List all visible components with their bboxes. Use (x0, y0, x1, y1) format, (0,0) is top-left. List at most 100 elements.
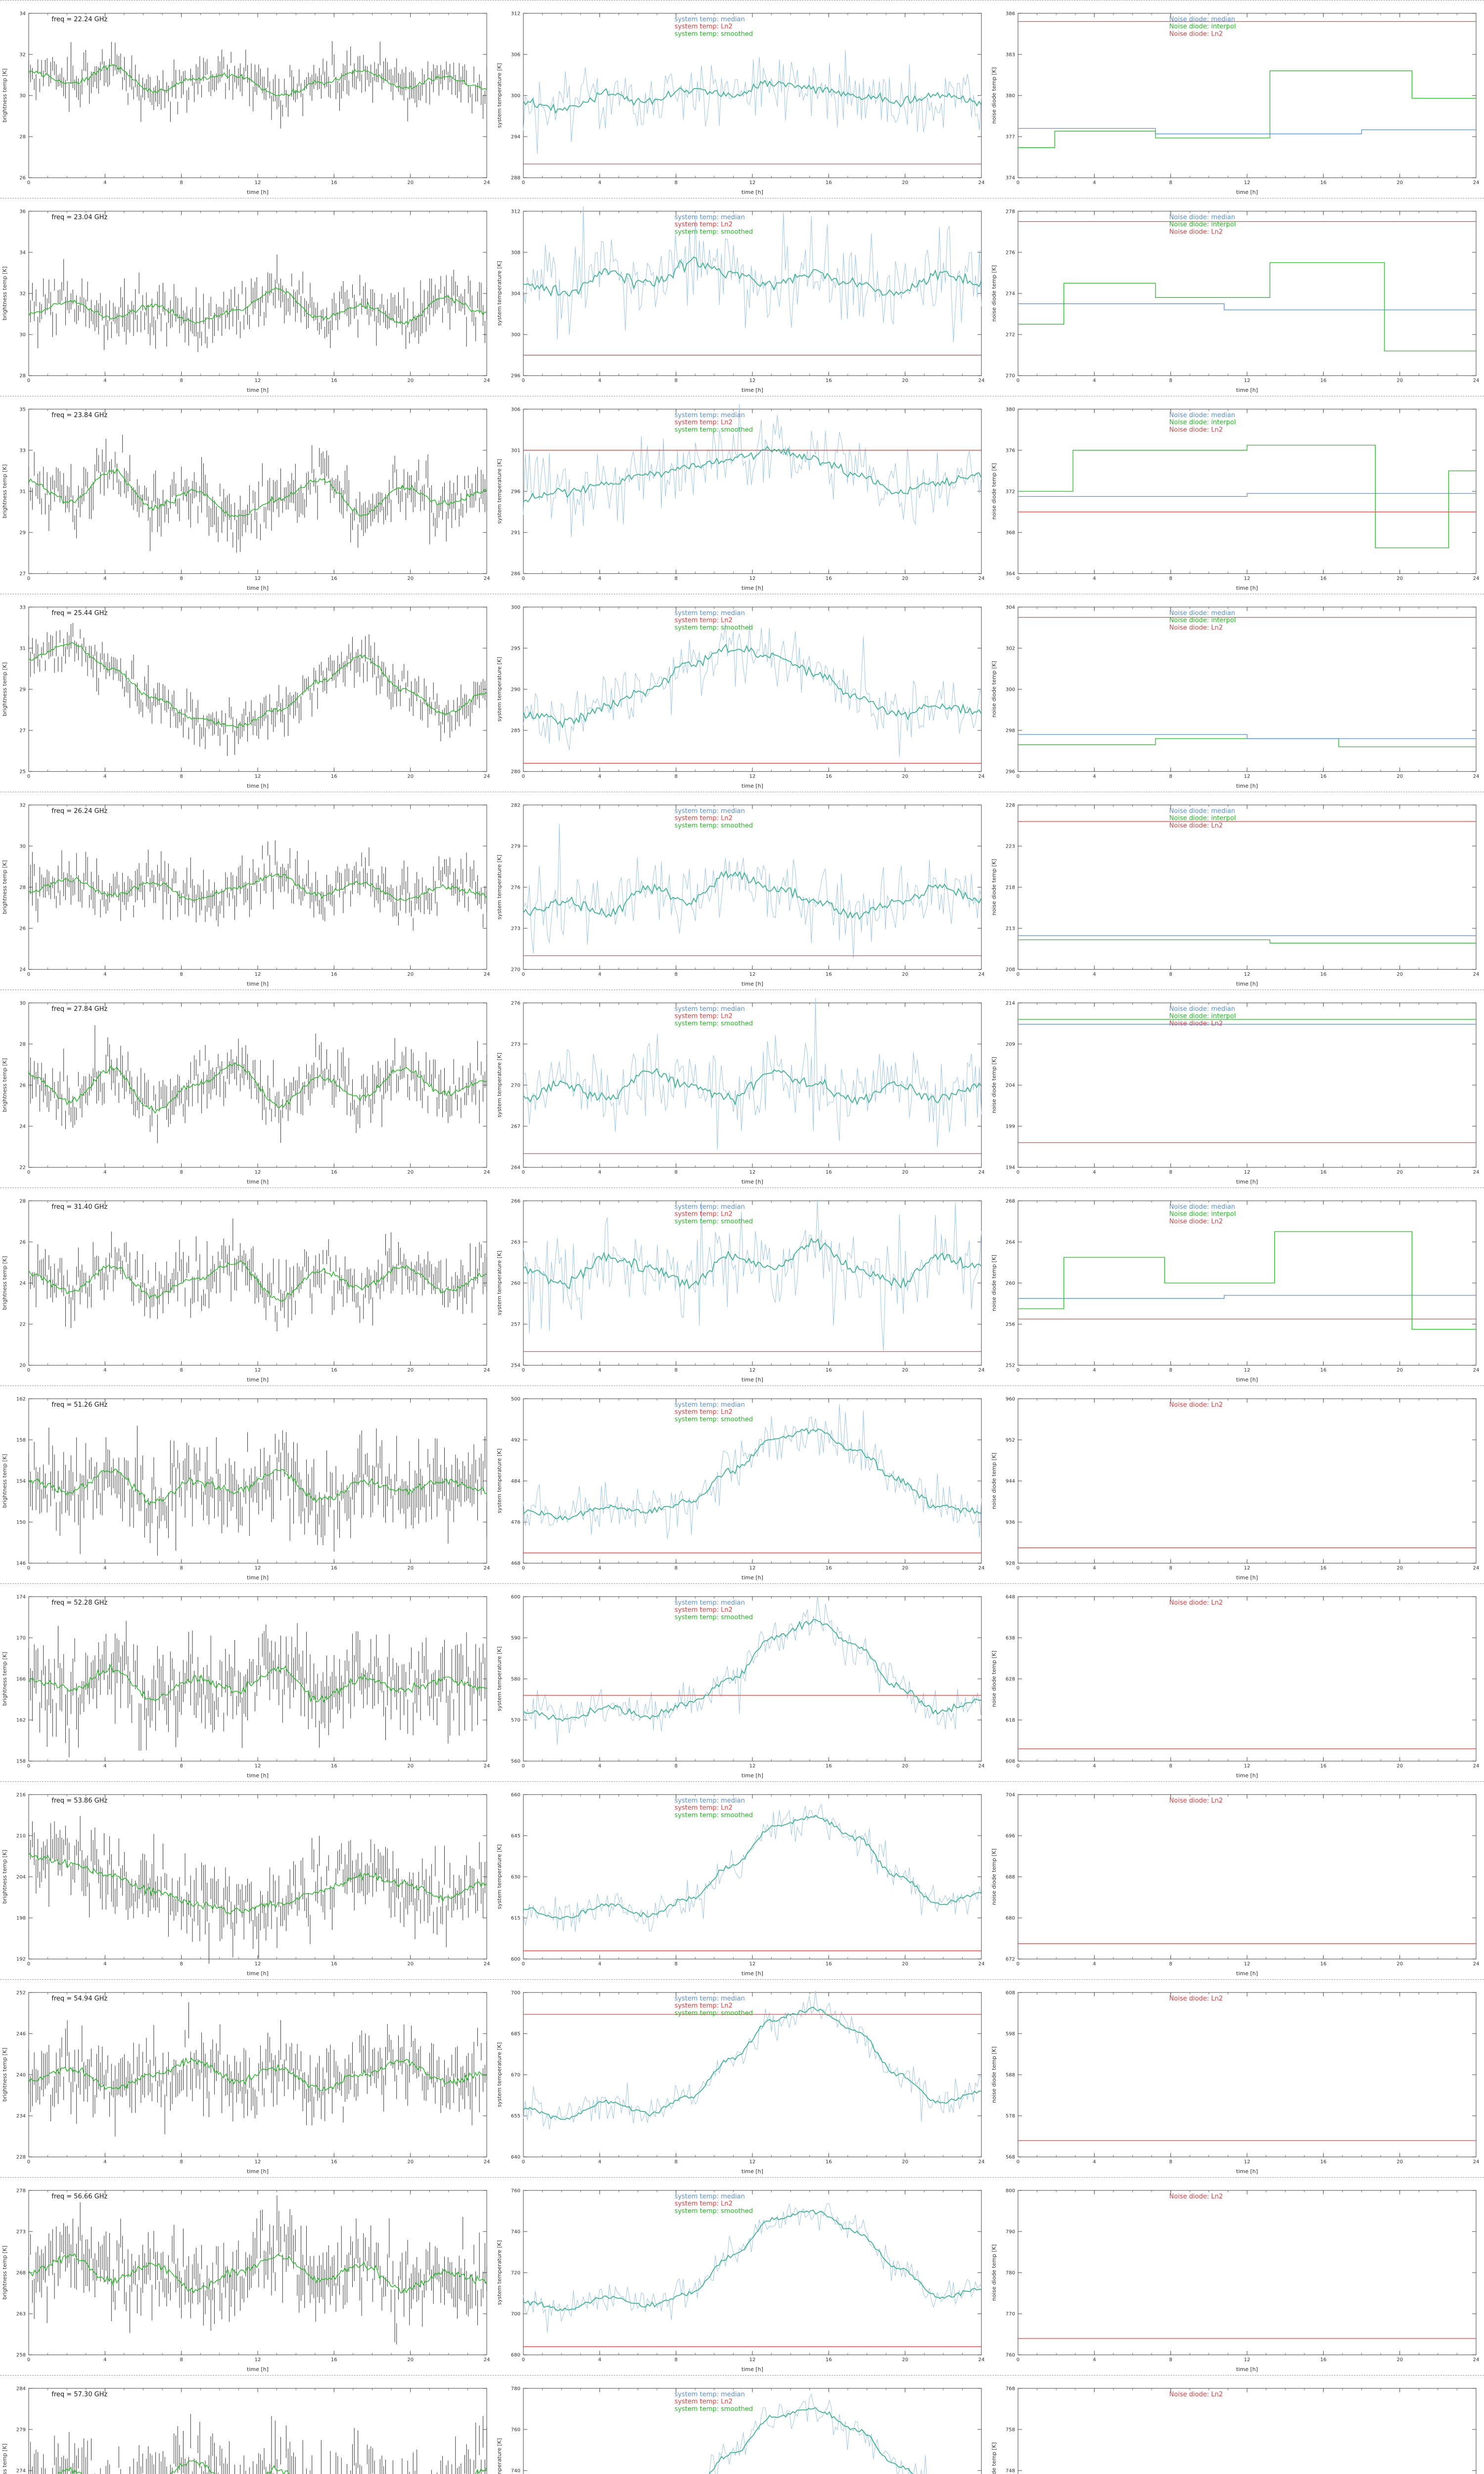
trace (523, 404, 982, 538)
svg-text:4: 4 (598, 1961, 601, 1967)
series (523, 998, 982, 1154)
series (523, 1991, 982, 2130)
svg-text:700: 700 (511, 1990, 520, 1996)
svg-text:298: 298 (1006, 728, 1015, 734)
trace (28, 1261, 487, 1302)
svg-text:645: 645 (511, 1833, 520, 1839)
svg-text:16: 16 (331, 2159, 337, 2165)
scatter-errorbars (28, 2414, 487, 2474)
svg-text:12: 12 (255, 1566, 261, 1571)
svg-text:noise diode temp [K]: noise diode temp [K] (991, 265, 997, 322)
svg-text:12: 12 (1244, 1961, 1251, 1967)
svg-text:16: 16 (826, 1566, 832, 1571)
svg-text:4: 4 (103, 1566, 106, 1571)
axes: 0 4 8 12 16 20 24 26 28 30 32 34 time [h] brightness … (1, 11, 490, 195)
svg-text:system temp: median: system temp: median (675, 1797, 745, 1805)
legend: Noise diode: Ln2 (1169, 2391, 1223, 2398)
svg-text:12: 12 (255, 180, 261, 186)
trace (523, 644, 982, 729)
panel-tb-53.86ghz-wrap: 0 4 8 12 16 20 24 192 198 204 210 216 time [h] bright… (0, 1782, 495, 1979)
svg-text:Noise diode: interpol: Noise diode: interpol (1169, 1211, 1236, 1218)
svg-text:8: 8 (180, 972, 183, 977)
svg-text:32: 32 (19, 803, 26, 808)
svg-text:680: 680 (1006, 1916, 1015, 1921)
svg-text:28: 28 (19, 1198, 26, 1204)
svg-text:27: 27 (19, 728, 26, 734)
trace (523, 445, 982, 503)
plot-row-26.24ghz: 0 4 8 12 16 20 24 24 26 28 30 32 time [h] brightness … (0, 792, 1484, 990)
svg-text:8: 8 (1169, 1566, 1172, 1571)
trace (28, 468, 487, 517)
svg-text:270: 270 (511, 967, 520, 973)
svg-text:588: 588 (1006, 2073, 1015, 2078)
svg-text:16: 16 (1320, 1763, 1327, 1769)
svg-text:0: 0 (27, 1566, 30, 1571)
svg-text:300: 300 (1006, 687, 1015, 693)
panel-diode-53.86ghz: 0 4 8 12 16 20 24 672 680 688 696 704 time [h] noise … (991, 1792, 1479, 1977)
svg-text:26: 26 (19, 1083, 26, 1089)
panel-tb-57.30ghz: 04812162024264269274279284time [h]bright… (1, 2386, 487, 2474)
svg-text:377: 377 (1006, 135, 1015, 140)
axes: 0 4 8 12 16 20 24 760 770 780 790 800 time [h] noise … (991, 2188, 1479, 2373)
svg-text:time [h]: time [h] (742, 2366, 763, 2373)
trace (523, 1596, 982, 1745)
svg-text:system temperature [K]: system temperature [K] (496, 1053, 503, 1118)
svg-text:32: 32 (19, 52, 26, 57)
svg-text:24: 24 (484, 972, 490, 977)
svg-text:24: 24 (1473, 972, 1480, 977)
svg-text:8: 8 (675, 972, 678, 977)
trace (523, 1815, 982, 1920)
svg-text:268: 268 (16, 2271, 26, 2276)
svg-text:4: 4 (103, 2357, 106, 2363)
svg-text:noise diode temp [K]: noise diode temp [K] (991, 1255, 997, 1311)
svg-text:noise diode temp [K]: noise diode temp [K] (991, 2442, 997, 2474)
svg-text:4: 4 (103, 972, 106, 977)
svg-text:223: 223 (1006, 844, 1015, 849)
svg-text:12: 12 (255, 774, 261, 779)
svg-text:freq = 25.44 GHz: freq = 25.44 GHz (51, 610, 107, 617)
svg-text:0: 0 (27, 1763, 30, 1769)
svg-text:8: 8 (1169, 576, 1172, 581)
svg-text:system temperature [K]: system temperature [K] (496, 1449, 503, 1514)
svg-text:0: 0 (1017, 180, 1020, 186)
svg-text:time [h]: time [h] (742, 585, 763, 591)
svg-text:608: 608 (1006, 1759, 1015, 1764)
svg-text:16: 16 (1320, 2357, 1327, 2363)
svg-text:16: 16 (826, 1368, 832, 1373)
panel-diode-23.04ghz: 0 4 8 12 16 20 24 270 272 274 276 278 time [h] noise … (991, 209, 1479, 393)
plot-row-56.66ghz: 0 4 8 12 16 20 24 258 263 268 273 278 time [h] bright… (0, 2177, 1484, 2375)
svg-text:brightness temp [K]: brightness temp [K] (1, 663, 8, 716)
series (28, 840, 487, 931)
plot-row-53.86ghz: 0 4 8 12 16 20 24 192 198 204 210 216 time [h] bright… (0, 1781, 1484, 1979)
svg-text:24: 24 (484, 2159, 490, 2165)
plot-row-52.28ghz: 0 4 8 12 16 20 24 158 162 166 170 174 time [h] bright… (0, 1583, 1484, 1781)
svg-text:199: 199 (1006, 1124, 1015, 1130)
svg-text:20: 20 (407, 1170, 414, 1175)
series (1018, 444, 1476, 548)
series (28, 1025, 487, 1143)
svg-text:time [h]: time [h] (1236, 2168, 1258, 2175)
plot-row-51.26ghz: 0 4 8 12 16 20 24 146 150 154 158 162 time [h] bright… (0, 1385, 1484, 1583)
svg-text:brightness temp [K]: brightness temp [K] (1, 1652, 8, 1706)
svg-text:8: 8 (675, 1170, 678, 1175)
svg-text:system temp: Ln2: system temp: Ln2 (675, 1607, 733, 1614)
svg-text:system temperature [K]: system temperature [K] (496, 855, 503, 920)
svg-text:31: 31 (19, 646, 26, 651)
svg-text:660: 660 (511, 1792, 520, 1798)
panel-diode-51.26ghz-wrap: 0 4 8 12 16 20 24 928 936 944 952 960 time [h] noise … (989, 1386, 1484, 1583)
svg-text:20: 20 (407, 972, 414, 977)
svg-text:24: 24 (19, 1281, 26, 1286)
axes: 0 4 8 12 16 20 24 374 377 380 383 386 time [h] noise … (991, 11, 1479, 195)
trace (28, 873, 487, 901)
series (523, 1404, 982, 1554)
panel-diode-25.44ghz-wrap: 0 4 8 12 16 20 24 296 298 300 302 304 time [h] noise … (989, 594, 1484, 791)
svg-text:20: 20 (1396, 378, 1403, 383)
panel-tb-51.26ghz: 0 4 8 12 16 20 24 146 150 154 158 162 time [h] bright… (1, 1396, 490, 1581)
scatter-errorbars (28, 434, 487, 553)
svg-text:170: 170 (16, 1635, 26, 1641)
svg-text:system temp: median: system temp: median (675, 1203, 745, 1211)
